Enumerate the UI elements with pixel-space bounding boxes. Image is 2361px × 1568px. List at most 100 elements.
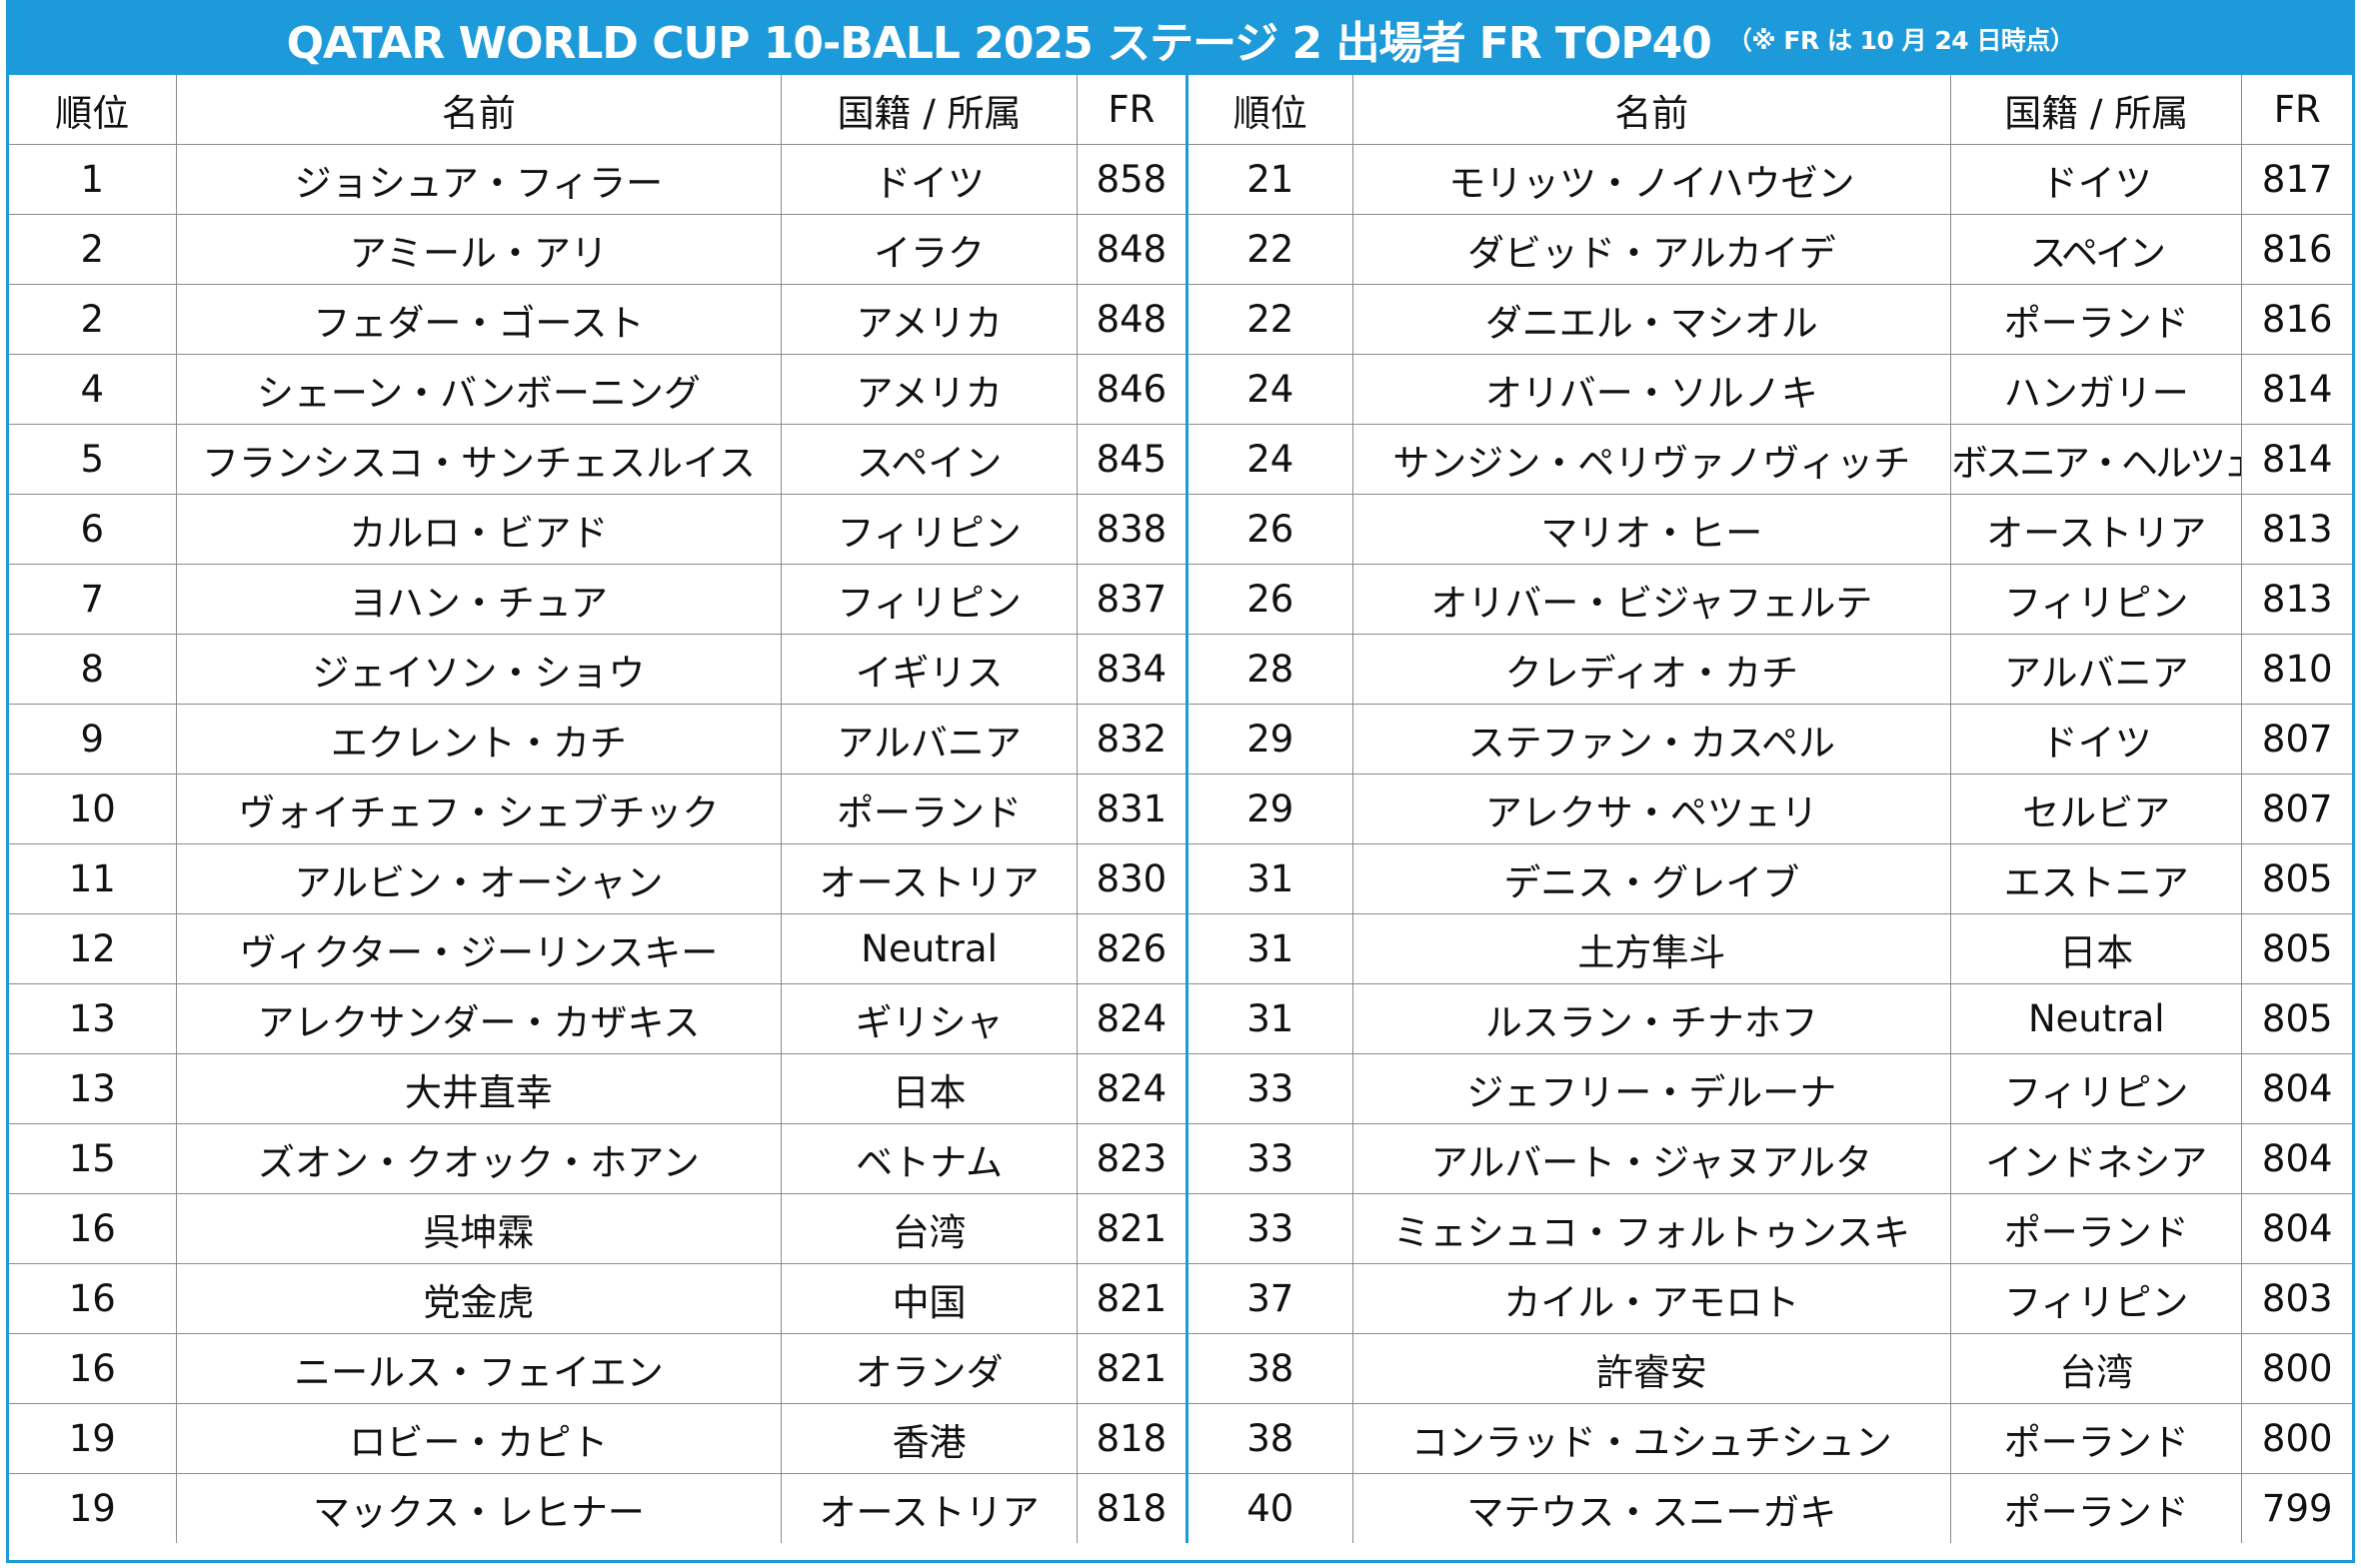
rank-cell: 28 bbox=[1184, 634, 1353, 705]
fr-rating-cell: 805 bbox=[2241, 983, 2352, 1054]
table-row: 16 党金虎 中国 821 37 カイル・アモロト フィリピン 803 bbox=[9, 1263, 2352, 1334]
player-name-cell: エクレント・カチ bbox=[175, 704, 783, 775]
nationality-cell: ドイツ bbox=[1950, 704, 2243, 775]
fr-rating-cell: 824 bbox=[1076, 983, 1187, 1054]
rank-cell: 12 bbox=[9, 913, 177, 984]
nationality-cell: アルバニア bbox=[781, 704, 1078, 775]
nationality-cell: イギリス bbox=[781, 634, 1078, 705]
nationality-cell: インドネシア bbox=[1950, 1123, 2243, 1194]
rank-cell: 33 bbox=[1184, 1123, 1353, 1194]
table-row: 7 ヨハン・チュア フィリピン 837 26 オリバー・ビジャフェルテ フィリピン 813 bbox=[9, 564, 2352, 635]
fr-rating-cell: 804 bbox=[2241, 1123, 2352, 1194]
player-name-cell: マックス・レヒナー bbox=[175, 1473, 783, 1543]
rank-cell: 1 bbox=[9, 144, 177, 215]
table-row: 13 大井直幸 日本 824 33 ジェフリー・デルーナ フィリピン 804 bbox=[9, 1053, 2352, 1124]
fr-rating-cell: 821 bbox=[1076, 1193, 1187, 1264]
fr-rating-cell: 858 bbox=[1076, 144, 1187, 215]
table-row: 16 ニールス・フェイエン オランダ 821 38 許睿安 台湾 800 bbox=[9, 1333, 2352, 1404]
table-row: 9 エクレント・カチ アルバニア 832 29 ステファン・カスペル ドイツ 807 bbox=[9, 704, 2352, 775]
table-row: 6 カルロ・ビアド フィリピン 838 26 マリオ・ヒー オーストリア 813 bbox=[9, 494, 2352, 565]
nationality-cell: エストニア bbox=[1950, 843, 2243, 914]
rank-cell: 31 bbox=[1184, 913, 1353, 984]
rank-header: 順位 bbox=[9, 75, 177, 145]
fr-rating-cell: 813 bbox=[2241, 494, 2352, 565]
rank-cell: 38 bbox=[1184, 1403, 1353, 1474]
name-header: 名前 bbox=[175, 75, 783, 145]
player-name-cell: デニス・グレイブ bbox=[1351, 843, 1952, 914]
nationality-cell: イラク bbox=[781, 214, 1078, 285]
nationality-cell: オランダ bbox=[781, 1333, 1078, 1404]
fr-rating-cell: 832 bbox=[1076, 704, 1187, 775]
player-name-cell: ルスラン・チナホフ bbox=[1351, 983, 1952, 1054]
nationality-cell: ポーランド bbox=[1950, 1403, 2243, 1474]
rank-cell: 33 bbox=[1184, 1053, 1353, 1124]
title-note: （※ FR は 10 月 24 日時点） bbox=[1726, 26, 2075, 55]
rank-cell: 26 bbox=[1184, 494, 1353, 565]
table-row: 19 ロビー・カピト 香港 818 38 コンラッド・ユシュチシュン ポーランド 800 bbox=[9, 1403, 2352, 1474]
nationality-cell: Neutral bbox=[781, 913, 1078, 984]
player-name-cell: 呉坤霖 bbox=[175, 1193, 783, 1264]
fr-rating-cell: 824 bbox=[1076, 1053, 1187, 1124]
player-name-cell: ダニエル・マシオル bbox=[1351, 284, 1952, 355]
table-row: 11 アルビン・オーシャン オーストリア 830 31 デニス・グレイブ エストニア 805 bbox=[9, 843, 2352, 914]
fr-rating-cell: 831 bbox=[1076, 774, 1187, 844]
rank-cell: 16 bbox=[9, 1193, 177, 1264]
player-name-cell: モリッツ・ノイハウゼン bbox=[1351, 144, 1952, 215]
player-name-cell: ズオン・クオック・ホアン bbox=[175, 1123, 783, 1194]
fr-rating-cell: 837 bbox=[1076, 564, 1187, 635]
player-name-cell: オリバー・ソルノキ bbox=[1351, 354, 1952, 425]
table-row: 8 ジェイソン・ショウ イギリス 834 28 クレディオ・カチ アルバニア 810 bbox=[9, 634, 2352, 705]
fr-rating-cell: 810 bbox=[2241, 634, 2352, 705]
fr-rating-cell: 804 bbox=[2241, 1193, 2352, 1264]
rank-cell: 16 bbox=[9, 1333, 177, 1404]
rank-cell: 24 bbox=[1184, 424, 1353, 495]
nationality-cell: アメリカ bbox=[781, 354, 1078, 425]
nationality-cell: アルバニア bbox=[1950, 634, 2243, 705]
rank-cell: 15 bbox=[9, 1123, 177, 1194]
table-row: 5 フランシスコ・サンチェスルイス スペイン 845 24 サンジン・ペリヴァノヴィッチボ… bbox=[9, 424, 2352, 495]
fr-rating-cell: 823 bbox=[1076, 1123, 1187, 1194]
table-row: 2 アミール・アリ イラク 848 22 ダビッド・アルカイデ スペイン 816 bbox=[9, 214, 2352, 285]
rank-cell: 13 bbox=[9, 983, 177, 1054]
nationality-cell: 日本 bbox=[781, 1053, 1078, 1124]
fr-rating-cell: 805 bbox=[2241, 843, 2352, 914]
player-name-cell: ジェイソン・ショウ bbox=[175, 634, 783, 705]
player-name-cell: アミール・アリ bbox=[175, 214, 783, 285]
rank-cell: 2 bbox=[9, 214, 177, 285]
table-row: 13 アレクサンダー・カザキス ギリシャ 824 31 ルスラン・チナホフ Neutral 8… bbox=[9, 983, 2352, 1054]
fr-rating-cell: 826 bbox=[1076, 913, 1187, 984]
player-name-cell: ヨハン・チュア bbox=[175, 564, 783, 635]
nationality-cell: 台湾 bbox=[781, 1193, 1078, 1264]
rank-cell: 6 bbox=[9, 494, 177, 565]
player-name-cell: ミェシュコ・フォルトゥンスキ bbox=[1351, 1193, 1952, 1264]
player-name-cell: 許睿安 bbox=[1351, 1333, 1952, 1404]
player-name-cell: オリバー・ビジャフェルテ bbox=[1351, 564, 1952, 635]
player-name-cell: アルビン・オーシャン bbox=[175, 843, 783, 914]
fr-rating-cell: 803 bbox=[2241, 1263, 2352, 1334]
nationality-cell: Neutral bbox=[1950, 983, 2243, 1054]
nationality-cell: ポーランド bbox=[1950, 1473, 2243, 1543]
nationality-cell: 中国 bbox=[781, 1263, 1078, 1334]
player-name-cell: サンジン・ペリヴァノヴィッチ bbox=[1351, 424, 1952, 495]
page-title: QATAR WORLD CUP 10-BALL 2025 ステージ 2 出場者 … bbox=[286, 18, 1712, 69]
table-row: 15 ズオン・クオック・ホアン ベトナム 823 33 アルバート・ジャヌアルタ インドネシ… bbox=[9, 1123, 2352, 1194]
fr-rating-cell: 800 bbox=[2241, 1333, 2352, 1404]
fr-rating-cell: 804 bbox=[2241, 1053, 2352, 1124]
nationality-cell: 台湾 bbox=[1950, 1333, 2243, 1404]
player-name-cell: ニールス・フェイエン bbox=[175, 1333, 783, 1404]
nationality-cell: フィリピン bbox=[1950, 1263, 2243, 1334]
nationality-cell: ハンガリー bbox=[1950, 354, 2243, 425]
nationality-cell: フィリピン bbox=[781, 564, 1078, 635]
player-name-cell: カイル・アモロト bbox=[1351, 1263, 1952, 1334]
rank-cell: 26 bbox=[1184, 564, 1353, 635]
fr-rating-cell: 818 bbox=[1076, 1403, 1187, 1474]
player-name-cell: ステファン・カスペル bbox=[1351, 704, 1952, 775]
rank-cell: 7 bbox=[9, 564, 177, 635]
table-row: 16 呉坤霖 台湾 821 33 ミェシュコ・フォルトゥンスキ ポーランド 804 bbox=[9, 1193, 2352, 1264]
rank-cell: 8 bbox=[9, 634, 177, 705]
fr-rating-cell: 848 bbox=[1076, 214, 1187, 285]
table-row: 10 ヴォイチェフ・シェブチック ポーランド 831 29 アレクサ・ペツェリ セルビア 80… bbox=[9, 774, 2352, 844]
fr-rating-cell: 814 bbox=[2241, 354, 2352, 425]
nationality-cell: オーストリア bbox=[1950, 494, 2243, 565]
nationality-cell: 日本 bbox=[1950, 913, 2243, 984]
